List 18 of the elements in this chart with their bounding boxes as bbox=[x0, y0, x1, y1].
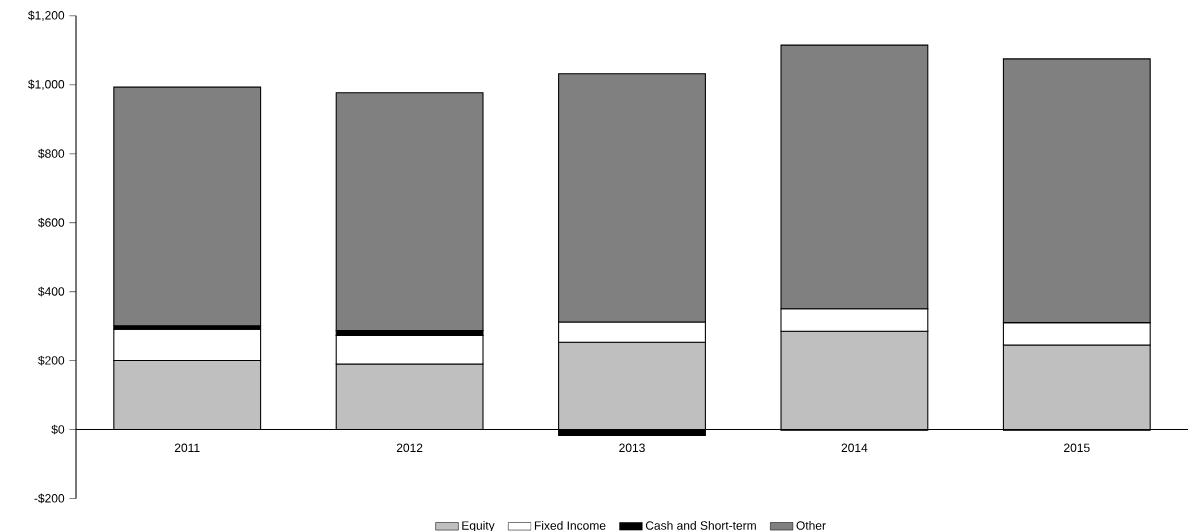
x-tick-label: 2013 bbox=[619, 443, 645, 453]
x-tick-label: 2014 bbox=[841, 443, 868, 453]
y-tick-label: $1,200 bbox=[28, 10, 65, 21]
legend-label: Cash and Short-term bbox=[645, 520, 756, 530]
x-tick-label: 2011 bbox=[174, 443, 200, 453]
y-tick-label: $200 bbox=[38, 355, 65, 366]
legend-label: Other bbox=[796, 520, 826, 530]
bar bbox=[335, 92, 484, 332]
y-tick-label: $600 bbox=[38, 217, 65, 228]
x-tick-label: 2015 bbox=[1064, 443, 1090, 453]
y-tick-label: $0 bbox=[51, 424, 65, 435]
x-tick-label: 2012 bbox=[396, 443, 423, 453]
y-tick-label: $800 bbox=[38, 148, 65, 159]
y-tick-label: -$200 bbox=[34, 493, 65, 504]
y-tick-label: $400 bbox=[38, 286, 65, 297]
bar bbox=[113, 86, 262, 327]
y-tick-label: $1,000 bbox=[28, 79, 65, 90]
legend-label: Fixed Income bbox=[534, 520, 606, 530]
